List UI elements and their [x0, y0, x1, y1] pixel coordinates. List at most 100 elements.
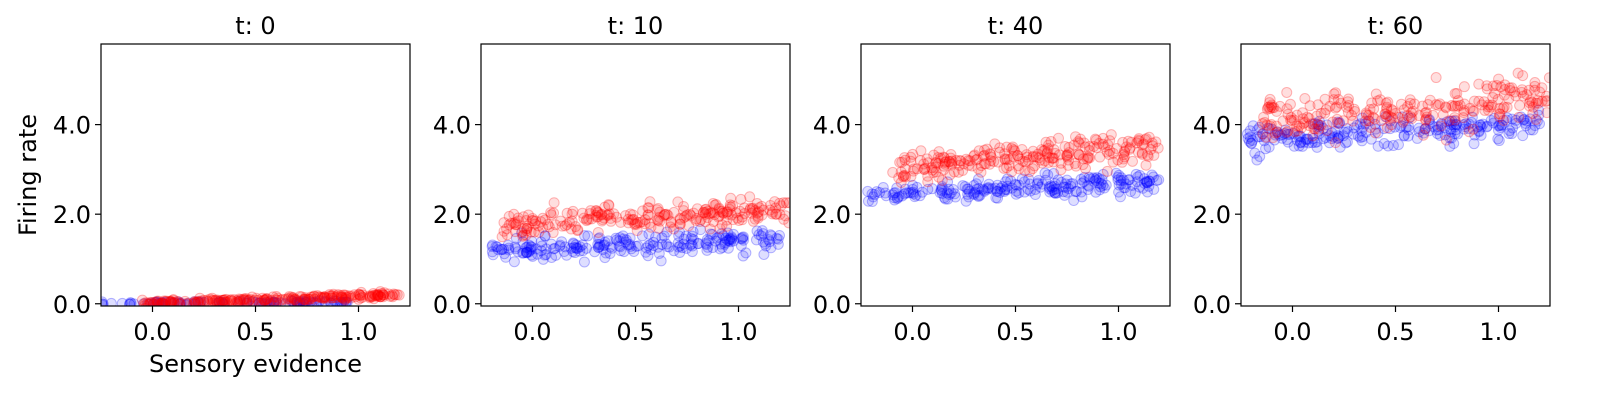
scatter-point — [1133, 134, 1145, 146]
scatter-point — [1408, 98, 1420, 110]
scatter-point — [1518, 113, 1530, 125]
scatter-point — [526, 241, 538, 253]
scatter-point — [699, 216, 711, 228]
scatter-point — [1496, 119, 1508, 131]
scatter-point — [1516, 84, 1528, 96]
scatter-point — [723, 203, 735, 215]
scatter-point — [1405, 107, 1417, 119]
scatter-point — [101, 296, 108, 306]
scatter-point — [1024, 166, 1036, 178]
scatter-point — [1139, 134, 1151, 146]
y-tick-label: 0.0 — [813, 291, 851, 319]
scatter-point — [1070, 160, 1082, 172]
scatter-point — [867, 191, 879, 203]
scatter-point — [1078, 176, 1090, 188]
scatter-point — [710, 199, 722, 210]
scatter-point — [634, 216, 646, 228]
scatter-point — [1295, 136, 1307, 148]
scatter-point — [1304, 100, 1316, 112]
scatter-point — [367, 287, 379, 299]
scatter-point — [341, 296, 353, 306]
scatter-point — [1356, 131, 1368, 143]
scatter-point — [577, 245, 589, 257]
scatter-point — [293, 298, 305, 306]
scatter-point — [285, 291, 297, 303]
scatter-point — [1032, 177, 1044, 189]
scatter-point — [617, 233, 629, 245]
scatter-point — [737, 232, 749, 243]
scatter-point — [533, 226, 545, 238]
scatter-point — [722, 227, 734, 239]
scatter-point — [572, 224, 584, 236]
scatter-point — [701, 244, 713, 256]
scatter-point — [908, 163, 920, 175]
scatter-point — [1471, 121, 1483, 133]
scatter-point — [1370, 123, 1382, 135]
scatter-point — [771, 208, 783, 220]
scatter-point — [510, 232, 522, 244]
scatter-point — [759, 238, 771, 250]
scatter-point — [992, 185, 1004, 197]
scatter-point — [1073, 137, 1085, 149]
scatter-point — [971, 153, 983, 165]
scatter-point — [1006, 166, 1018, 178]
scatter-point — [1332, 117, 1344, 129]
scatter-point — [368, 293, 380, 305]
scatter-point — [590, 209, 602, 221]
scatter-point — [1049, 187, 1061, 199]
scatter-point — [1059, 189, 1071, 201]
scatter-point — [1420, 122, 1432, 134]
scatter-point — [155, 297, 167, 306]
scatter-point — [1298, 117, 1310, 129]
scatter-point — [1498, 115, 1510, 127]
scatter-point — [376, 287, 388, 299]
scatter-point — [887, 166, 899, 178]
scatter-point — [1459, 121, 1471, 133]
scatter-point — [1011, 150, 1023, 162]
scatter-point — [895, 177, 907, 188]
scatter-point — [1241, 128, 1253, 140]
scatter-point — [1258, 135, 1270, 147]
scatter-point — [711, 232, 723, 244]
scatter-point — [1362, 115, 1374, 127]
scatter-point — [327, 290, 339, 302]
scatter-point — [1481, 80, 1493, 92]
scatter-point — [1152, 142, 1164, 154]
scatter-point — [306, 291, 318, 303]
scatter-point — [308, 290, 320, 302]
scatter-point — [926, 162, 938, 174]
scatter-point — [543, 221, 555, 233]
scatter-point — [1517, 114, 1529, 126]
scatter-point — [136, 294, 148, 306]
scatter-point — [632, 217, 644, 229]
scatter-point — [570, 239, 582, 251]
scatter-point — [321, 292, 333, 304]
scatter-point — [318, 291, 330, 303]
scatter-point — [217, 298, 229, 306]
scatter-point — [1046, 152, 1058, 164]
scatter-point — [902, 187, 914, 199]
scatter-point — [624, 208, 636, 220]
scatter-point — [521, 246, 533, 258]
scatter-point — [556, 236, 568, 248]
scatter-point — [1075, 186, 1087, 198]
scatter-point — [1125, 136, 1137, 148]
scatter-point — [206, 292, 218, 304]
scatter-point — [1270, 129, 1282, 141]
scatter-point — [988, 155, 1000, 167]
scatter-point — [1532, 94, 1544, 106]
scatter-point — [1510, 90, 1522, 102]
scatter-point — [770, 208, 782, 220]
scatter-point — [389, 289, 401, 301]
scatter-point — [149, 296, 161, 306]
scatter-point — [1256, 118, 1268, 130]
scatter-point — [526, 249, 538, 261]
scatter-point — [261, 293, 273, 305]
scatter-point — [629, 217, 641, 229]
scatter-point — [535, 245, 547, 257]
scatter-point — [1347, 128, 1359, 140]
scatter-point — [1299, 93, 1311, 105]
scatter-point — [1440, 134, 1452, 146]
scatter-point — [524, 244, 536, 256]
scatter-point — [331, 290, 343, 302]
